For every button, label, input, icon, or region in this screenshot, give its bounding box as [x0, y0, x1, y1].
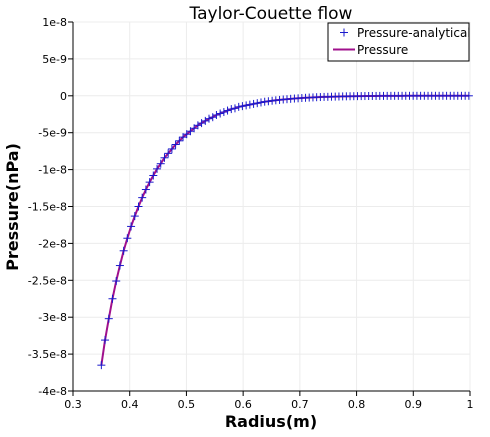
legend-box	[327, 22, 470, 62]
data-point-analytical	[257, 98, 266, 107]
y-tick-label: -2.5e-8	[28, 274, 67, 287]
data-point-analytical	[464, 91, 473, 100]
data-point-analytical	[112, 277, 121, 286]
data-point-analytical	[264, 97, 273, 106]
data-point-analytical	[153, 164, 162, 173]
data-point-analytical	[249, 99, 258, 108]
y-axis-label: Pressure(nPa)	[3, 143, 22, 271]
data-point-analytical	[145, 178, 154, 187]
y-tick-label: -3.5e-8	[28, 348, 67, 361]
data-point-analytical	[242, 101, 251, 110]
data-point-analytical	[230, 104, 239, 113]
x-tick-label: 0.3	[64, 398, 82, 411]
data-point-analytical	[227, 105, 236, 114]
data-point-analytical	[219, 108, 228, 117]
data-point-analytical	[149, 171, 158, 180]
x-tick-label: 0.8	[348, 398, 366, 411]
chart-title: Taylor-Couette flow	[189, 4, 353, 24]
y-tick-label: 5e-9	[42, 53, 67, 66]
data-point-analytical	[164, 149, 173, 158]
legend-marker-analytical	[340, 28, 348, 37]
data-point-analytical	[171, 140, 180, 149]
x-axis-label: Radius(m)	[225, 412, 317, 431]
data-point-analytical	[97, 361, 106, 370]
y-tick-label: -2e-8	[38, 237, 67, 250]
legend: Pressure-analytical Pressure	[327, 22, 471, 62]
data-point-analytical	[119, 246, 128, 255]
data-point-analytical	[141, 185, 150, 194]
y-tick-label: -5e-9	[38, 127, 67, 140]
data-point-analytical	[212, 110, 221, 119]
data-point-analytical	[245, 100, 254, 109]
data-point-analytical	[123, 234, 132, 243]
y-tick-label: -4e-8	[38, 385, 67, 398]
data-point-analytical	[216, 109, 225, 118]
data-point-analytical	[253, 99, 262, 108]
plot-area	[97, 91, 473, 370]
x-tick-label: 0.9	[405, 398, 423, 411]
data-point-analytical	[134, 202, 143, 211]
data-point-analytical	[238, 102, 247, 111]
data-point-analytical	[138, 193, 147, 202]
x-tick-labels: 0.3 0.4 0.5 0.6 0.7 0.8 0.9 1	[64, 398, 473, 411]
x-tick-label: 0.5	[178, 398, 196, 411]
data-point-analytical	[167, 144, 176, 153]
x-tick-label: 0.7	[291, 398, 309, 411]
x-tick-label: 0.6	[234, 398, 252, 411]
data-point-analytical	[104, 314, 113, 323]
data-point-analytical	[101, 336, 110, 345]
x-tick-label: 0.4	[121, 398, 139, 411]
data-point-analytical	[175, 136, 184, 145]
data-point-analytical	[156, 159, 165, 168]
y-tick-label: 1e-8	[42, 16, 67, 29]
legend-label-analytical: Pressure-analytical	[357, 26, 471, 40]
data-point-analytical	[115, 261, 124, 270]
legend-label-pressure: Pressure	[357, 43, 408, 57]
axes	[68, 21, 471, 396]
data-point-analytical	[130, 212, 139, 221]
y-tick-labels: 1e-8 5e-9 0 -5e-9 -1e-8 -1.5e-8 -2e-8 -2.5e-8 -3…	[28, 16, 67, 398]
y-tick-label: -3e-8	[38, 311, 67, 324]
y-tick-label: -1.5e-8	[28, 201, 67, 214]
y-tick-label: 0	[60, 90, 67, 103]
data-point-analytical	[205, 114, 214, 123]
x-tick-label: 1	[467, 398, 474, 411]
data-point-analytical	[160, 153, 169, 162]
data-point-analytical	[108, 294, 117, 303]
data-point-analytical	[223, 106, 232, 115]
y-tick-label: -1e-8	[38, 164, 67, 177]
data-point-analytical	[234, 102, 243, 111]
data-point-analytical	[127, 222, 136, 231]
